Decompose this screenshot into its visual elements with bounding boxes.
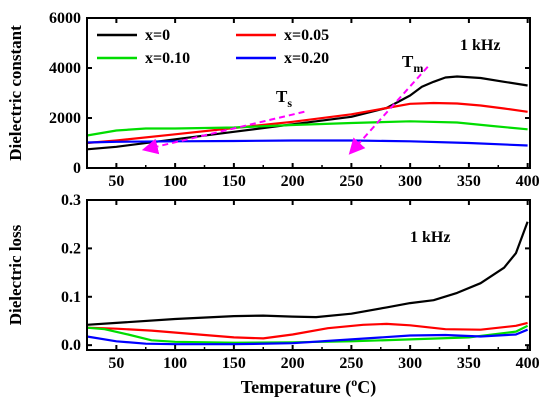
x-tick-label: 50 — [108, 173, 124, 190]
x-tick-label: 350 — [457, 355, 481, 372]
series-line-x-0 — [86, 221, 529, 326]
annotation-main: T — [276, 87, 288, 106]
y-tick-label: 0.0 — [61, 337, 81, 354]
dielectric-constant-panel: 50 100 150 200 250 300 350 4000200040006000Diel… — [6, 10, 540, 190]
y-tick-label: 0.3 — [61, 192, 81, 209]
series-line-x-0-20 — [86, 328, 529, 346]
x-axis-label: Temperature (oC) — [241, 375, 376, 398]
x-tick-label: 400 — [516, 355, 540, 372]
x-tick-label: 250 — [339, 173, 363, 190]
x-tick-label: 300 — [398, 173, 422, 190]
annotation-label-tm: Tm — [402, 52, 423, 75]
y-axis-label: Dielectric loss — [6, 224, 25, 325]
x-tick-label: 150 — [222, 173, 246, 190]
annotation-subscript: m — [413, 61, 423, 75]
y-tick-label: 6000 — [49, 10, 81, 27]
x-tick-label: 250 — [339, 355, 363, 372]
y-tick-label: 0.2 — [61, 240, 81, 257]
x-tick-label: 400 — [516, 173, 540, 190]
x-tick-label: 100 — [163, 173, 187, 190]
plot-frame — [86, 17, 531, 169]
plot-frame — [86, 199, 531, 351]
frequency-annotation: 1 kHz — [410, 229, 450, 246]
annotation-subscript: s — [287, 96, 292, 110]
y-tick-label: 0 — [73, 160, 81, 177]
x-tick-label: 300 — [398, 355, 422, 372]
x-tick-label: 200 — [281, 173, 305, 190]
series-line-x-0-20 — [86, 139, 528, 147]
annotation-main: T — [402, 52, 414, 71]
legend-label-x-0-20: x=0.20 — [284, 50, 329, 67]
y-tick-label: 4000 — [49, 60, 81, 77]
series-line-x-0-05 — [86, 101, 528, 145]
x-tick-label: 100 — [163, 355, 187, 372]
legend: x=0 x=0.05 x=0.10 x=0.20 — [97, 27, 329, 67]
annotation-arrow-ts — [141, 110, 305, 155]
dielectric-loss-panel: 50 100 150 200 250 300 350 400 0.0 0.1 0.2 0.3 Diele… — [6, 192, 540, 398]
legend-label-x-0-05: x=0.05 — [284, 27, 329, 44]
series-line-x-0-10 — [86, 120, 528, 137]
series-line-x-0 — [86, 75, 528, 151]
y-tick-label: 0.1 — [61, 289, 81, 306]
y-axis-label: Dielectric constant — [6, 25, 25, 161]
y-tick-label: 2000 — [49, 110, 81, 127]
x-axis-label-degree: o — [351, 375, 357, 389]
legend-label-x-0: x=0 — [145, 27, 170, 44]
x-axis-label-main: Temperature ( — [241, 377, 351, 398]
annotation-label-ts: Ts — [276, 87, 292, 110]
x-tick-label: 150 — [222, 355, 246, 372]
frequency-annotation: 1 kHz — [460, 37, 500, 54]
annotation-arrow-tm — [348, 66, 429, 155]
x-tick-label: 50 — [108, 355, 124, 372]
legend-label-x-0-10: x=0.10 — [145, 50, 190, 67]
series-line-x-0-05 — [86, 321, 528, 340]
x-tick-label: 200 — [281, 355, 305, 372]
x-axis-label-unit: C) — [357, 377, 376, 398]
x-tick-label: 350 — [457, 173, 481, 190]
